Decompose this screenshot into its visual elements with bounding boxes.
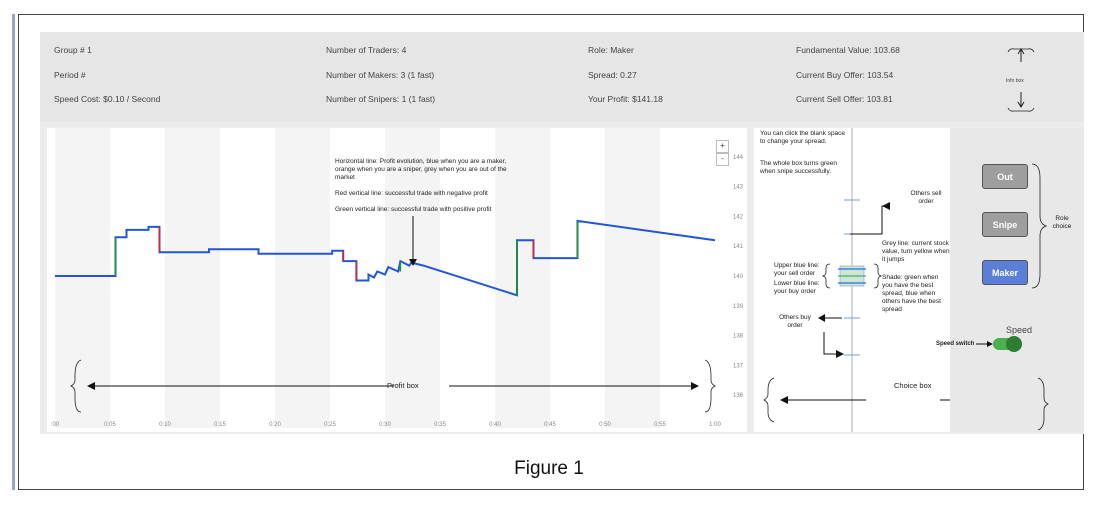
sell-offer-label: Current Sell Offer: 103.81	[796, 94, 893, 104]
profit-box-label: Profit box	[387, 381, 419, 390]
fundamental-value-label: Fundamental Value: 103.68	[796, 45, 900, 55]
choice-box-label: Choice box	[894, 381, 932, 390]
x-tick-label: 0:20	[269, 422, 281, 428]
x-tick-label: 1:00	[709, 422, 721, 428]
choice-box-right-bracket	[1037, 377, 1049, 431]
grey-line-note: Grey line: current stock value, turn yel…	[882, 240, 950, 263]
x-tick-label: 0:50	[599, 422, 611, 428]
shade-note: Shade: green when you have the best spre…	[882, 274, 941, 313]
chart-band	[605, 128, 660, 428]
chart-band	[165, 128, 220, 428]
choice-graphics	[763, 128, 950, 432]
x-tick-label: 0:05	[104, 422, 116, 428]
x-tick-label: 0:45	[544, 422, 556, 428]
chart-band	[275, 128, 330, 428]
x-tick-label: 0:25	[324, 422, 336, 428]
left-accent-bar	[12, 14, 15, 490]
annotation-arrow	[409, 216, 417, 266]
spread-label: Spread: 0.27	[588, 70, 637, 80]
note-whole-box: The whole box turns green when snipe suc…	[760, 160, 837, 175]
period-label: Period #	[54, 70, 86, 80]
zoom-out-button[interactable]: -	[716, 153, 729, 166]
x-tick-label: 0:10	[159, 422, 171, 428]
y-tick-label: 137	[733, 363, 744, 369]
x-tick-label: 0:30	[379, 422, 391, 428]
x-tick-label: :00	[51, 422, 60, 428]
profit-box: :00 0:05 0:10 0:15 0:20 0:25 0:30 0:35 0:40 0:45 0…	[47, 128, 747, 432]
speed-label: Speed	[1006, 325, 1033, 335]
snipe-button[interactable]: Snipe	[982, 212, 1028, 237]
y-tick-label: 136	[733, 393, 744, 399]
y-tick-label: 141	[733, 244, 744, 250]
speed-switch-label: Speed switch	[936, 341, 975, 347]
x-tick-label: 0:40	[489, 422, 501, 428]
profit-box-bracket	[70, 359, 716, 413]
profit-label: Your Profit: $141.18	[588, 94, 663, 104]
y-tick-label: 138	[733, 334, 744, 340]
choice-box[interactable]: You can click the blank space to change …	[754, 128, 950, 432]
info-box-brackets	[1007, 48, 1035, 112]
chart-band	[495, 128, 550, 428]
lower-blue-line-label: Lower blue line: your buy order	[774, 280, 820, 295]
others-sell-order-label: Others sell order	[910, 190, 942, 205]
annotation-green-line: Green vertical line: successful trade wi…	[335, 206, 492, 213]
y-tick-label: 139	[733, 304, 744, 310]
info-box-annotation: Info box	[1006, 78, 1024, 84]
x-tick-label: 0:35	[434, 422, 446, 428]
y-tick-label: 140	[733, 274, 744, 280]
maker-button[interactable]: Maker	[982, 260, 1028, 285]
role-label: Role: Maker	[588, 45, 634, 55]
note-click-spread: You can click the blank space to change …	[760, 130, 846, 145]
buy-offer-label: Current Buy Offer: 103.54	[796, 70, 894, 80]
out-button[interactable]: Out	[982, 164, 1028, 189]
chart-band	[55, 128, 110, 428]
speed-switch-arrow	[976, 341, 993, 347]
group-label: Group # 1	[54, 45, 92, 55]
speed-toggle-knob[interactable]	[1006, 336, 1022, 352]
role-choice-bracket	[1031, 163, 1048, 289]
chart-background-bands	[55, 128, 660, 428]
annotation-red-line: Red vertical line: successful trade with…	[335, 190, 488, 197]
info-box: Group # 1 Period # Speed Cost: $0.10 / S…	[40, 32, 1084, 123]
speed-cost-label: Speed Cost: $0.10 / Second	[54, 94, 161, 104]
chart-band	[385, 128, 440, 428]
x-tick-label: 0:55	[654, 422, 666, 428]
figure-caption: Figure 1	[514, 458, 584, 479]
annotation-profit-line: Horizontal line: Profit evolution, blue …	[335, 158, 507, 181]
y-tick-label: 143	[733, 185, 744, 191]
num-snipers-label: Number of Snipers: 1 (1 fast)	[326, 94, 436, 104]
zoom-in-button[interactable]: +	[716, 140, 729, 153]
role-choice-label: Role choice	[1052, 215, 1072, 230]
profit-chart: :00 0:05 0:10 0:15 0:20 0:25 0:30 0:35 0:40 0:45 0…	[51, 128, 744, 428]
upper-blue-line-label: Upper blue line: your sell order	[774, 262, 820, 277]
y-tick-label: 142	[733, 214, 744, 220]
x-tick-label: 0:15	[214, 422, 226, 428]
y-tick-label: 144	[733, 155, 744, 161]
num-traders-label: Number of Traders: 4	[326, 45, 407, 55]
others-buy-order-label: Others buy order	[779, 314, 811, 329]
num-makers-label: Number of Makers: 3 (1 fast)	[326, 70, 435, 80]
